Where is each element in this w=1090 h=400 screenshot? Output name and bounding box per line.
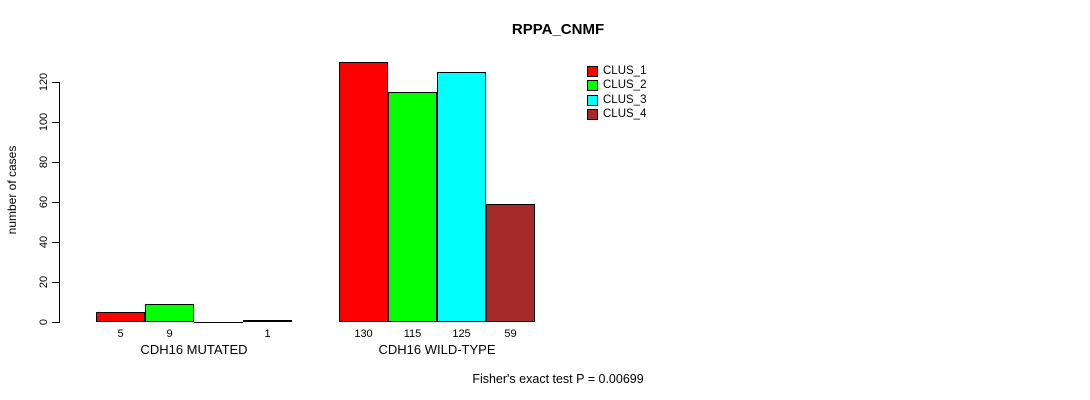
legend-swatch-icon: [587, 80, 598, 92]
bar-clus_3: [437, 72, 486, 322]
bar-clus_2: [145, 304, 194, 322]
stat-test-annotation: Fisher's exact test P = 0.00699: [472, 372, 644, 386]
legend-row: CLUS_2: [587, 79, 707, 93]
y-tick-mark: [52, 322, 60, 323]
y-tick-label: 0: [38, 318, 50, 326]
x-group-label: CDH16 WILD-TYPE: [378, 342, 496, 357]
y-tick-mark: [52, 202, 60, 203]
y-tick-label: 100: [38, 112, 50, 132]
legend-swatch-icon: [587, 109, 598, 121]
bar-value-label: 9: [166, 328, 173, 340]
legend-swatch-icon: [587, 94, 598, 106]
y-tick-label: 80: [38, 155, 50, 169]
legend-label: CLUS_2: [603, 79, 647, 92]
bar-clus_1: [339, 62, 388, 322]
chart-title: RPPA_CNMF: [511, 21, 605, 38]
y-tick-label: 20: [38, 275, 50, 289]
x-group-label: CDH16 MUTATED: [140, 342, 248, 357]
legend-row: CLUS_4: [587, 108, 707, 122]
bar-clus_4: [486, 204, 535, 322]
legend-label: CLUS_1: [603, 65, 647, 77]
y-tick-label: 120: [38, 72, 50, 92]
y-tick-mark: [52, 82, 60, 83]
legend-row: CLUS_3: [587, 94, 707, 108]
bar-value-label: 115: [403, 328, 422, 340]
y-tick-mark: [52, 122, 60, 123]
bar-clus_1: [96, 312, 145, 322]
legend-label: CLUS_4: [603, 108, 647, 121]
bar-clus_2: [388, 92, 437, 322]
y-tick-label: 40: [38, 235, 50, 249]
legend-swatch-icon: [587, 66, 598, 77]
legend-row: CLUS_1: [587, 65, 707, 79]
bar-value-label: 125: [452, 328, 471, 340]
bar-clus_4: [243, 320, 292, 322]
bar-clus_3: [194, 322, 243, 323]
bar-value-label: 59: [504, 328, 517, 340]
bar-value-label: 130: [354, 328, 373, 340]
bar-value-label: 1: [264, 328, 271, 340]
y-axis-label: number of cases: [5, 145, 19, 235]
y-tick-mark: [52, 242, 60, 243]
y-tick-label: 60: [38, 195, 50, 209]
bar-value-label: 5: [117, 328, 124, 340]
y-tick-mark: [52, 162, 60, 163]
legend-label: CLUS_3: [603, 93, 647, 106]
y-tick-mark: [52, 282, 60, 283]
